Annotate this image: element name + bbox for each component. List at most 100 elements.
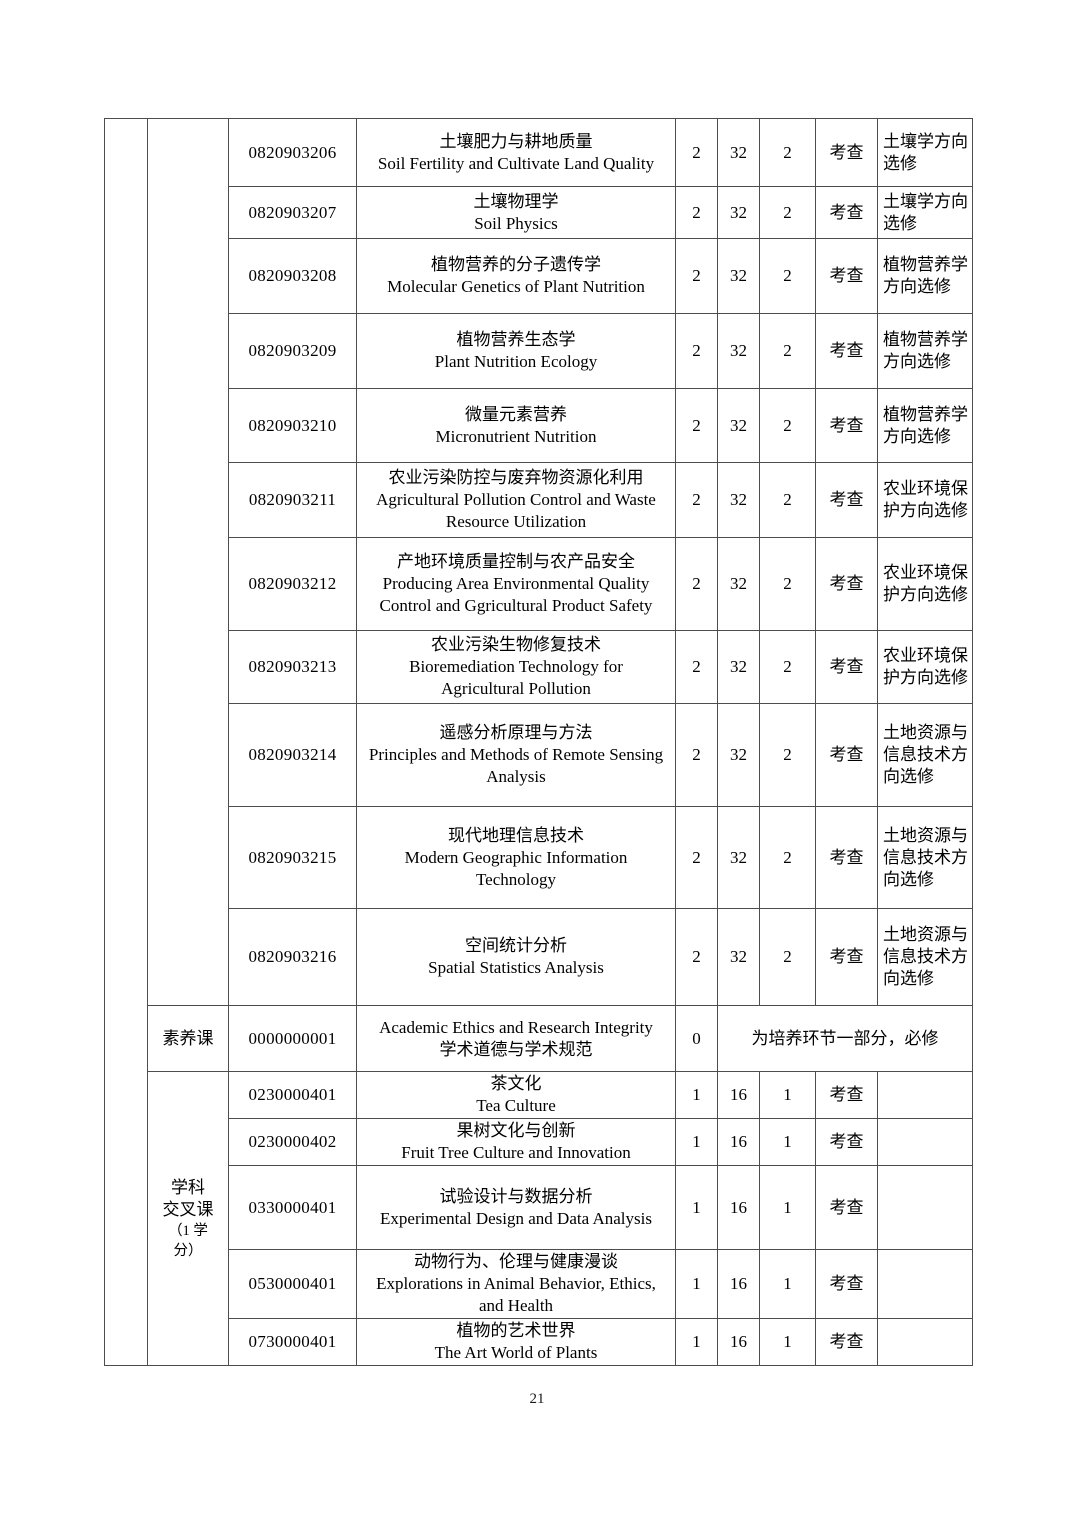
assessment-cell: 考查 (815, 806, 878, 909)
note-cell (877, 1165, 973, 1250)
course-name-en: The Art World of Plants (434, 1343, 598, 1362)
note-cell: 土地资源与信息技术方向选修 (877, 806, 973, 909)
table-row: 0820903208 植物营养的分子遗传学 Molecular Genetics … (105, 238, 973, 314)
course-name-zh: 微量元素营养 (465, 404, 567, 424)
note-cell: 植物营养学方向选修 (877, 238, 973, 314)
semester-cell: 2 (759, 806, 816, 909)
merged-note-cell: 为培养环节一部分，必修 (717, 1005, 973, 1072)
note-cell: 土壤学方向选修 (877, 118, 973, 187)
course-code: 0230000402 (228, 1118, 357, 1166)
course-code: 0820903207 (228, 186, 357, 239)
course-name-cell: 果树文化与创新 Fruit Tree Culture and Innovation (356, 1118, 676, 1166)
note-cell: 植物营养学方向选修 (877, 388, 973, 463)
hours-cell: 32 (717, 630, 760, 704)
semester-cell: 2 (759, 908, 816, 1006)
group-label-line: 交叉课 (162, 1199, 214, 1219)
credits-cell: 0 (675, 1005, 718, 1072)
note-cell: 农业环境保护方向选修 (877, 537, 973, 631)
note-cell: 植物营养学方向选修 (877, 313, 973, 389)
semester-cell: 1 (759, 1118, 816, 1166)
hours-cell: 32 (717, 186, 760, 239)
table-row: 0820903215 现代地理信息技术 Modern Geographic Inf… (105, 806, 973, 909)
course-name-zh: 茶文化 (490, 1074, 542, 1093)
course-name-zh: 动物行为、伦理与健康漫谈 (414, 1252, 618, 1271)
course-name-en: Principles and Methods of Remote Sensing… (368, 745, 664, 786)
course-code: 0820903211 (228, 462, 357, 538)
table-row: 0820903211 农业污染防控与废弃物资源化利用 Agricultural P… (105, 462, 973, 538)
semester-cell: 2 (759, 313, 816, 389)
course-code: 0530000401 (228, 1249, 357, 1319)
course-code: 0820903209 (228, 313, 357, 389)
course-name-zh: 植物的艺术世界 (456, 1321, 576, 1340)
credits-cell: 2 (675, 118, 718, 187)
table-row: 0820903212 产地环境质量控制与农产品安全 Producing Area … (105, 537, 973, 631)
assessment-cell: 考查 (815, 313, 878, 389)
course-code: 0820903210 (228, 388, 357, 463)
credits-cell: 2 (675, 537, 718, 631)
subcategory-column-cell (147, 118, 229, 1006)
semester-cell: 2 (759, 462, 816, 538)
course-name-en: Spatial Statistics Analysis (428, 958, 604, 977)
credits-cell: 2 (675, 908, 718, 1006)
course-name-en: Producing Area Environmental Quality Con… (379, 574, 653, 615)
hours-cell: 32 (717, 703, 760, 807)
course-name-en: Academic Ethics and Research Integrity (379, 1017, 653, 1037)
table-row: 0820903209 植物营养生态学 Plant Nutrition Ecolog… (105, 313, 973, 389)
credits-cell: 1 (675, 1118, 718, 1166)
course-name-zh: 遥感分析原理与方法 (439, 723, 593, 742)
assessment-cell: 考查 (815, 388, 878, 463)
course-name-cell: 遥感分析原理与方法 Principles and Methods of Remot… (356, 703, 676, 807)
course-name-en: Soil Physics (474, 213, 558, 233)
hours-cell: 16 (717, 1165, 760, 1250)
credits-cell: 2 (675, 703, 718, 807)
course-code: 0820903213 (228, 630, 357, 704)
assessment-cell: 考查 (815, 1071, 878, 1119)
credits-cell: 2 (675, 238, 718, 314)
credits-cell: 2 (675, 806, 718, 909)
semester-cell: 1 (759, 1165, 816, 1250)
note-cell: 农业环境保护方向选修 (877, 462, 973, 538)
assessment-cell: 考查 (815, 1318, 878, 1366)
table-row: 素养课 0000000001 Academic Ethics and Resea… (105, 1005, 973, 1072)
course-name-cell: 植物的艺术世界 The Art World of Plants (356, 1318, 676, 1366)
table-row: 0820903214 遥感分析原理与方法 Principles and Metho… (105, 703, 973, 807)
course-code: 0730000401 (228, 1318, 357, 1366)
group-label-line: 学科 (171, 1177, 205, 1197)
course-name-en: Plant Nutrition Ecology (434, 352, 598, 371)
credits-cell: 1 (675, 1165, 718, 1250)
course-name-zh: 植物营养生态学 (456, 330, 576, 349)
hours-cell: 16 (717, 1071, 760, 1119)
note-cell (877, 1249, 973, 1319)
note-cell: 土壤学方向选修 (877, 186, 973, 239)
group-label-line: （1 学 (168, 1222, 208, 1239)
course-name-cell: 微量元素营养 Micronutrient Nutrition (356, 388, 676, 463)
credits-cell: 2 (675, 388, 718, 463)
course-name-zh: 土壤物理学 (473, 191, 559, 211)
semester-cell: 1 (759, 1071, 816, 1119)
course-name-zh: 空间统计分析 (465, 936, 567, 955)
course-name-cell: 植物营养的分子遗传学 Molecular Genetics of Plant Nu… (356, 238, 676, 314)
course-name-cell: 动物行为、伦理与健康漫谈 Explorations in Animal Behav… (356, 1249, 676, 1319)
credits-cell: 1 (675, 1318, 718, 1366)
hours-cell: 16 (717, 1118, 760, 1166)
credits-cell: 1 (675, 1071, 718, 1119)
credits-cell: 2 (675, 462, 718, 538)
semester-cell: 2 (759, 537, 816, 631)
semester-cell: 2 (759, 388, 816, 463)
course-name-zh: 学术道德与学术规范 (439, 1039, 593, 1059)
course-name-zh: 产地环境质量控制与农产品安全 (397, 552, 635, 571)
table-row: 0820903213 农业污染生物修复技术 Bioremediation Tech… (105, 630, 973, 704)
assessment-cell: 考查 (815, 118, 878, 187)
course-code: 0230000401 (228, 1071, 357, 1119)
table-row: 学科 交叉课 （1 学 分） 0230000401 茶文化 Tea Culture… (105, 1071, 973, 1366)
assessment-cell: 考查 (815, 462, 878, 538)
hours-cell: 32 (717, 537, 760, 631)
hours-cell: 32 (717, 908, 760, 1006)
group-label-interdisciplinary: 学科 交叉课 （1 学 分） (147, 1071, 229, 1366)
course-name-cell: 植物营养生态学 Plant Nutrition Ecology (356, 313, 676, 389)
course-code: 0820903214 (228, 703, 357, 807)
semester-cell: 2 (759, 186, 816, 239)
course-name-en: Modern Geographic Information Technology (404, 847, 628, 889)
table-row: 0230000402 果树文化与创新 Fruit Tree Culture and… (105, 1118, 973, 1166)
assessment-cell: 考查 (815, 703, 878, 807)
